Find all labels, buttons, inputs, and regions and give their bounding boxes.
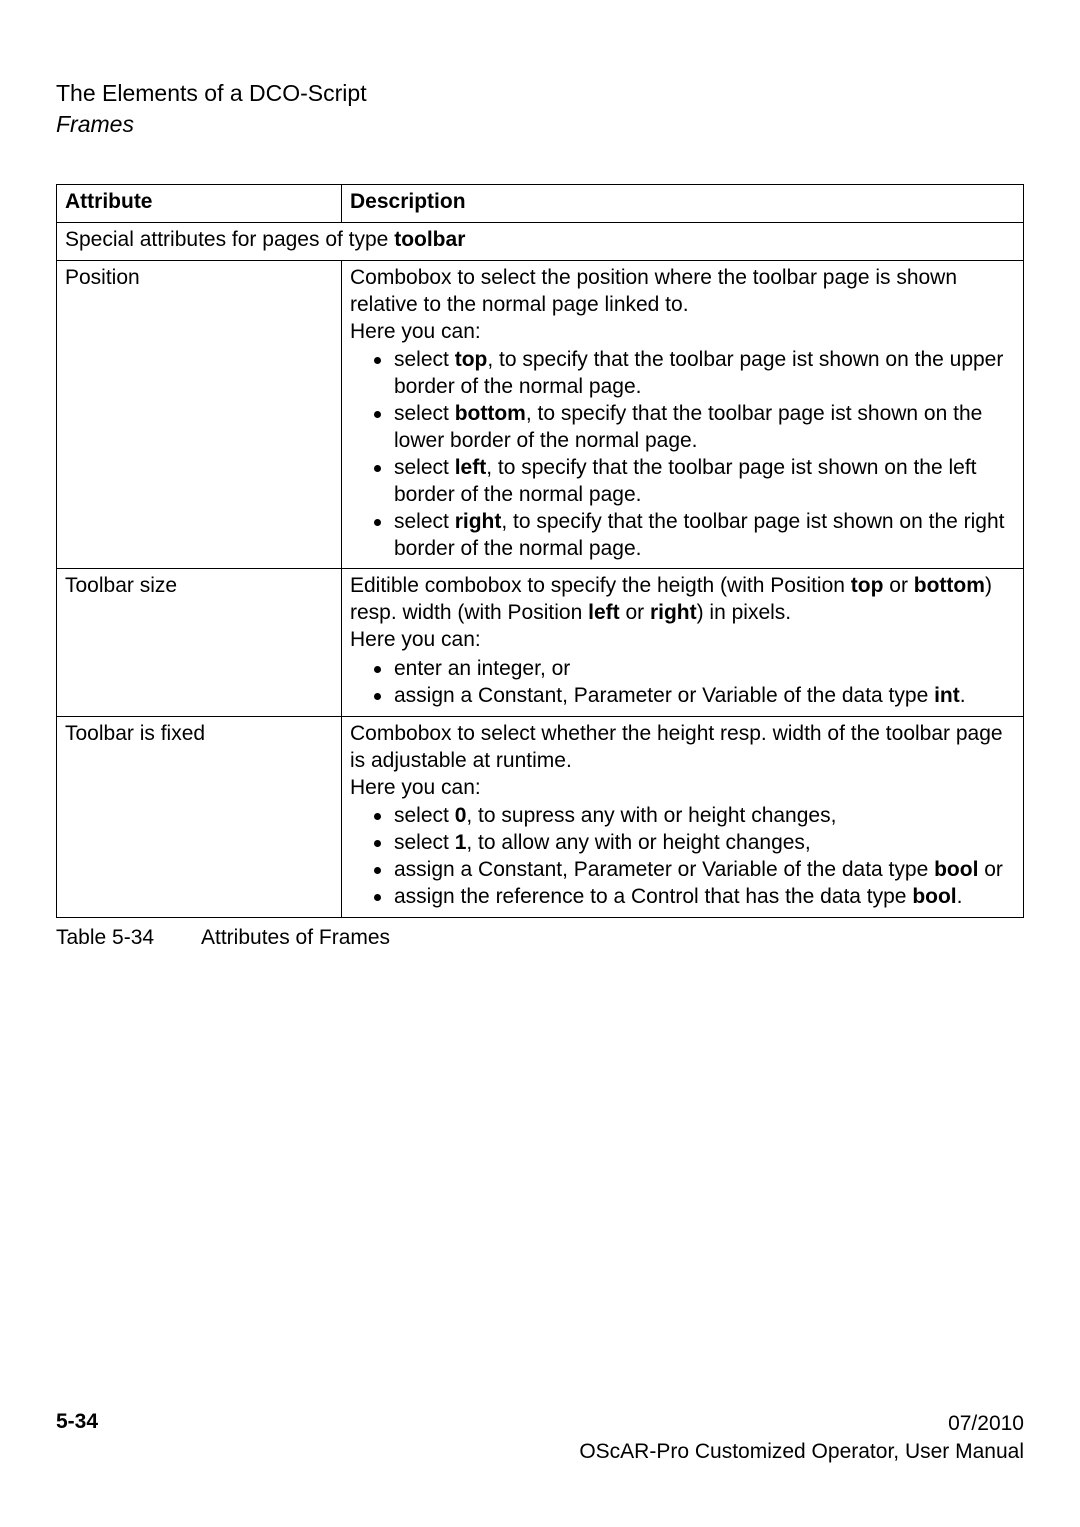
bullet-item: assign a Constant, Parameter or Variable… — [374, 683, 1015, 710]
desc-line: Here you can: — [350, 775, 1015, 802]
bullet-item: select right, to specify that the toolba… — [374, 509, 1015, 563]
desc-line: Here you can: — [350, 319, 1015, 346]
bullet-item: assign a Constant, Parameter or Variable… — [374, 857, 1015, 884]
attr-desc: Editible combobox to specify the heigth … — [342, 569, 1024, 716]
footer-date: 07/2010 — [579, 1410, 1024, 1437]
page-number: 5-34 — [56, 1410, 98, 1434]
bullet-item: select left, to specify that the toolbar… — [374, 455, 1015, 509]
desc-bullets: enter an integer, or assign a Constant, … — [350, 656, 1015, 710]
desc-bullets: select top, to specify that the toolbar … — [350, 347, 1015, 562]
desc-line: Editible combobox to specify the heigth … — [350, 573, 1015, 627]
table-row: Toolbar size Editible combobox to specif… — [57, 569, 1024, 716]
table-section-row: Special attributes for pages of type too… — [57, 222, 1024, 260]
caption-number: Table 5-34 — [56, 926, 201, 950]
page-header: The Elements of a DCO-Script Frames — [56, 78, 1024, 140]
table-caption: Table 5-34Attributes of Frames — [56, 926, 1024, 950]
attr-desc: Combobox to select the position where th… — [342, 260, 1024, 569]
bullet-item: select 0, to supress any with or height … — [374, 803, 1015, 830]
section-title: Frames — [56, 109, 1024, 140]
desc-line: Here you can: — [350, 627, 1015, 654]
page-footer: 5-34 07/2010 OScAR-Pro Customized Operat… — [56, 1410, 1024, 1465]
bullet-item: select 1, to allow any with or height ch… — [374, 830, 1015, 857]
col-description-header: Description — [342, 185, 1024, 223]
attributes-table: Attribute Description Special attributes… — [56, 184, 1024, 918]
table-header-row: Attribute Description — [57, 185, 1024, 223]
chapter-title: The Elements of a DCO-Script — [56, 78, 1024, 109]
caption-text: Attributes of Frames — [201, 926, 390, 949]
footer-manual: OScAR-Pro Customized Operator, User Manu… — [579, 1438, 1024, 1465]
table-row: Toolbar is fixed Combobox to select whet… — [57, 716, 1024, 917]
desc-line: Combobox to select whether the height re… — [350, 721, 1015, 775]
section-label-bold: toolbar — [394, 228, 465, 251]
attr-desc: Combobox to select whether the height re… — [342, 716, 1024, 917]
attr-name: Position — [57, 260, 342, 569]
bullet-item: assign the reference to a Control that h… — [374, 884, 1015, 911]
desc-line: Combobox to select the position where th… — [350, 265, 1015, 319]
section-label: Special attributes for pages of type too… — [57, 222, 1024, 260]
table-row: Position Combobox to select the position… — [57, 260, 1024, 569]
section-label-prefix: Special attributes for pages of type — [65, 228, 394, 251]
bullet-item: select top, to specify that the toolbar … — [374, 347, 1015, 401]
attr-name: Toolbar is fixed — [57, 716, 342, 917]
attr-name: Toolbar size — [57, 569, 342, 716]
bullet-item: enter an integer, or — [374, 656, 1015, 683]
footer-right: 07/2010 OScAR-Pro Customized Operator, U… — [579, 1410, 1024, 1465]
bullet-item: select bottom, to specify that the toolb… — [374, 401, 1015, 455]
desc-bullets: select 0, to supress any with or height … — [350, 803, 1015, 911]
col-attribute-header: Attribute — [57, 185, 342, 223]
